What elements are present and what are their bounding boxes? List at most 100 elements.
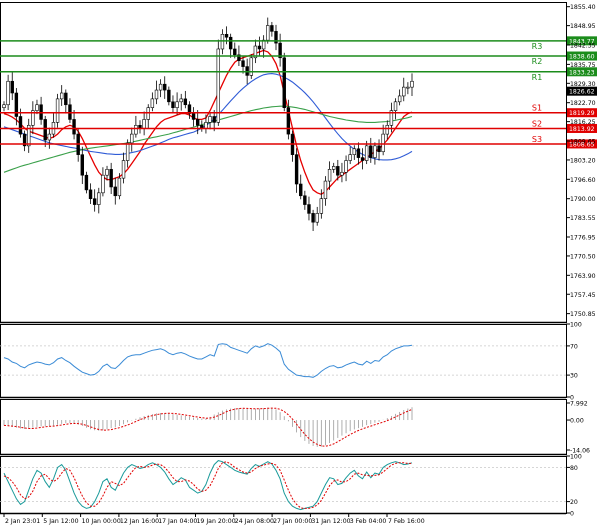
ma_fast-line [3,49,413,196]
current-price-tag [567,86,597,96]
price-tick-label: 1855.40 [570,4,596,11]
price-tick-label: 1776.95 [570,235,596,242]
candle-body [331,166,336,170]
level-price-tag [567,36,597,46]
time-tick-label: 3 Feb 04:00 [350,518,387,525]
candle-body [228,36,233,50]
candle-body [274,31,278,44]
candle-body [158,83,163,91]
candle-body [356,148,361,158]
candle-body [31,110,35,126]
level-price-label: 1843.77 [569,38,595,45]
candle-body [303,195,307,205]
candle-body [175,101,179,108]
candle-body [385,125,389,135]
candle-body [327,169,332,182]
time-tick-label: 19 Jan 20:00 [197,518,236,525]
candle-body [352,148,357,155]
candle-body [18,116,23,135]
level-name-r2: R2 [532,57,543,66]
price-tick-label: 1783.55 [570,215,596,222]
candle-body [101,174,105,194]
candle-body [315,213,319,223]
candle-body [212,116,216,123]
candle-body [278,42,282,59]
candle-body [167,89,171,103]
stochastic-tick-label: 20 [570,499,578,506]
time-axis: 2 Jan 23:01 5 Jan 12:00 10 Jan 00:00 12 Jan… [3,513,425,525]
ma_slow-line [3,105,413,173]
candle-body [154,89,159,100]
price-tick-label: 1796.60 [570,177,596,184]
rsi-tick-label: 30 [570,373,578,380]
candle-body [191,113,196,120]
candle-body [134,125,138,135]
support-resistance-levels: R3 1843.77 R2 1838.60 R1 1833.23 S1 1819.29 S2 18… [0,36,597,149]
time-tick-label: 2 Jan 23:01 [5,518,40,525]
candle-body [125,142,130,161]
candle-body [171,101,175,108]
stochastic-tick-label: 80 [570,465,578,472]
candle-body [402,86,406,97]
candle-body [109,169,113,188]
candle-body [204,122,208,129]
rsi-line [3,343,413,378]
rsi-panel: 100 70 30 0 [0,322,582,402]
candle-body [348,154,352,161]
candle-body [59,92,64,100]
oscillator-tick-label: 7.992 [570,401,588,408]
stoch_k-line [3,460,413,511]
price-axis: 1855.40 1848.95 1842.35 1835.75 1829.30 1822.… [566,4,596,318]
candle-body [294,154,299,185]
price-tick-label: 1835.75 [570,62,596,69]
price-candles [2,17,414,231]
candle-body [216,48,221,123]
level-price-tag [567,139,597,149]
rsi-tick-label: 0 [570,395,574,402]
candle-body [117,177,122,197]
candle-body [299,183,303,197]
level-price-tag [567,108,597,118]
candle-body [163,83,167,91]
candle-body [105,169,109,176]
candle-body [307,204,311,214]
time-tick-label: 17 Jan 04:00 [158,518,197,525]
candle-body [410,80,414,88]
price-tick-label: 1803.20 [570,157,596,164]
candle-body [10,80,14,94]
oscillator-panel: 7.992 0.00 -14.06 [3,401,590,455]
candle-body [121,160,126,179]
candle-body [142,119,146,129]
level-price-label: 1819.29 [569,110,595,117]
candle-body [208,116,212,123]
stochastic-tick-label: 0 [570,511,574,518]
candle-body [27,125,31,147]
candle-body [6,80,10,106]
candle-body [377,145,381,153]
stoch_d-line [3,461,412,509]
candle-body [319,198,324,214]
candle-body [195,119,200,126]
price-tick-label: 1757.45 [570,292,596,299]
candle-body [257,45,262,50]
candle-body [224,33,229,38]
price-tick-label: 1848.95 [570,23,596,30]
candle-body [22,133,27,147]
candle-body [373,145,377,158]
time-tick-label: 7 Feb 16:00 [388,518,425,525]
panel-frames [0,2,567,515]
candle-body [84,174,89,191]
candle-body [43,119,47,141]
rsi-tick-label: 70 [570,343,578,350]
candle-body [55,98,60,123]
candle-body [72,119,76,135]
candle-body [35,104,39,111]
time-tick-label: 31 Jan 12:00 [311,518,350,525]
level-price-label: 1833.23 [569,69,595,76]
candle-body [183,98,188,106]
candle-body [14,92,19,117]
time-tick-label: 5 Jan 12:00 [43,518,78,525]
candle-body [80,154,85,176]
candle-body [369,145,373,158]
